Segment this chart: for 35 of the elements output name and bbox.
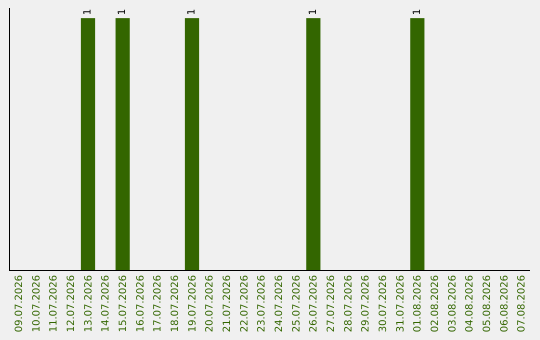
x-tick-label: 24.07.2026 [274,275,285,332]
x-tick-label: 29.07.2026 [360,275,372,332]
x-tick-label: 15.07.2026 [118,275,129,332]
x-tick-label: 07.08.2026 [516,275,528,332]
x-tick-label: 01.08.2026 [412,275,424,332]
x-tick-label: 12.07.2026 [66,275,77,332]
x-tick-label: 17.07.2026 [152,275,164,332]
x-tick-label: 18.07.2026 [170,275,181,332]
data-label: 1 [308,8,319,16]
x-tick-label: 31.07.2026 [395,275,406,332]
data-label: 1 [186,8,198,16]
x-tick-label: 30.07.2026 [378,275,389,332]
x-tick-label: 22.07.2026 [239,275,250,332]
x-tick-label: 03.08.2026 [447,275,458,332]
x-tick-label: 19.07.2026 [187,275,198,332]
x-tick-label: 11.07.2026 [48,275,60,332]
x-tick-label: 23.07.2026 [256,275,268,332]
x-tick-label: 21.07.2026 [222,275,233,332]
x-tick-label: 20.07.2026 [204,275,216,332]
x-tick-label: 26.07.2026 [308,275,320,332]
x-tick-label: 10.07.2026 [31,275,42,332]
data-label: 1 [412,8,423,16]
data-label: 1 [117,8,128,16]
x-tick-label: 25.07.2026 [291,275,302,332]
data-label: 1 [82,8,94,16]
x-tick-label: 02.08.2026 [430,275,441,332]
x-tick-label: 04.08.2026 [464,275,476,332]
x-tick-label: 28.07.2026 [343,275,354,332]
x-tick-label: 06.08.2026 [499,275,510,332]
x-tick-label: 16.07.2026 [135,275,146,332]
x-tick-label: 27.07.2026 [326,275,337,332]
x-tick-label: 05.08.2026 [482,275,493,332]
x-tick-label: 14.07.2026 [100,275,112,332]
x-tick-label: 13.07.2026 [83,275,94,332]
x-tick-label: 09.07.2026 [14,275,25,332]
